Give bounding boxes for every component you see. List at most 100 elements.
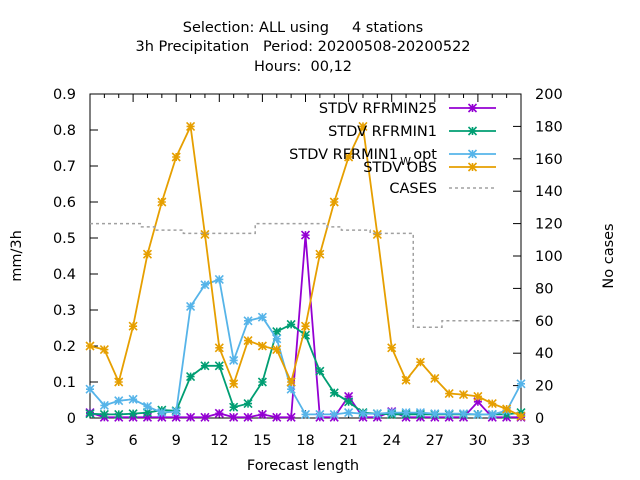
data-point (467, 162, 478, 172)
data-point (186, 372, 196, 382)
legend-label: STDV RFRMIN1 (289, 147, 398, 163)
data-point (85, 341, 95, 351)
data-point (99, 409, 109, 419)
data-point (128, 409, 138, 419)
data-point (85, 384, 95, 394)
data-point (487, 409, 497, 419)
legend-item: STDV RFRMIN1 (328, 124, 496, 140)
y-tick-label: 0 (67, 411, 76, 427)
data-point (315, 249, 325, 259)
data-point (243, 336, 253, 346)
x-axis-label: Forecast length (247, 458, 359, 474)
data-point (372, 229, 382, 239)
x-tick-label: 3 (85, 433, 94, 449)
data-point (171, 406, 181, 417)
data-point (157, 408, 167, 418)
y2-tick-label: 60 (535, 314, 553, 330)
data-point (372, 409, 382, 419)
chart-title: Selection: ALL using 4 stations 3h Preci… (135, 20, 470, 75)
data-point (214, 361, 224, 371)
y2-tick-label: 0 (535, 411, 544, 427)
data-point (401, 375, 411, 385)
data-point (300, 230, 311, 240)
data-point (128, 321, 138, 331)
data-point (142, 249, 153, 259)
data-point (300, 330, 311, 340)
legend-item: STDV OBS (363, 160, 496, 176)
legend-label: STDV RFRMIN25 (319, 101, 437, 117)
x-tick-label: 33 (512, 433, 530, 449)
data-point (257, 341, 267, 351)
y-axis-left: 0 0.1 0.2 0.3 0.4 0.5 0.6 0.7 0.8 0.9 (53, 87, 98, 427)
title-line-2: 3h Precipitation Period: 20200508-202005… (135, 39, 470, 55)
plot-frame (89, 93, 522, 419)
data-point (214, 343, 224, 353)
data-point (85, 409, 95, 419)
legend-label: CASES (389, 181, 437, 197)
x-tick-label: 18 (296, 433, 314, 449)
data-point (286, 377, 296, 387)
data-point (516, 411, 526, 421)
data-point (229, 412, 239, 422)
data-point (243, 316, 253, 326)
data-point (315, 366, 325, 376)
data-point (344, 397, 354, 407)
data-point (467, 126, 478, 136)
data-point (473, 391, 483, 401)
series-line (90, 222, 521, 329)
data-point (99, 400, 109, 410)
series-line (89, 123, 522, 418)
y-tick-label: 0.1 (53, 375, 76, 391)
data-point (200, 280, 210, 290)
data-point (344, 408, 354, 418)
data-point (458, 390, 469, 400)
data-point (415, 408, 425, 418)
data-point (467, 103, 478, 113)
y2-tick-label: 140 (535, 184, 563, 200)
x-tick-label: 24 (382, 433, 400, 449)
data-point (358, 121, 368, 131)
data-point (229, 379, 239, 389)
data-point (272, 327, 282, 337)
legend-label: opt (413, 147, 437, 163)
data-point (444, 388, 454, 399)
data-point (142, 401, 153, 412)
y2-tick-label: 40 (535, 346, 553, 362)
x-tick-label: 12 (210, 433, 228, 449)
x-tick-label: 6 (128, 433, 137, 449)
legend-label: STDV RFRMIN1 (328, 124, 437, 140)
data-point (186, 121, 196, 131)
legend-label-subscript: W (400, 155, 411, 168)
y-axis-right: 0 20 40 60 80 100 120 140 160 180 200 (513, 87, 563, 427)
data-point (300, 321, 311, 331)
data-point (186, 301, 196, 311)
x-tick-label: 27 (426, 433, 444, 449)
y-tick-label: 0.4 (53, 267, 76, 283)
series-layer (85, 121, 526, 422)
data-point (128, 394, 138, 404)
data-point (502, 404, 512, 414)
data-point (186, 412, 196, 422)
y-tick-label: 0.2 (53, 339, 76, 355)
legend-item: STDV RFRMIN25 (319, 101, 496, 117)
data-point (114, 396, 124, 406)
data-point (430, 373, 440, 383)
y2-tick-label: 120 (535, 217, 563, 233)
y2-tick-label: 180 (535, 119, 563, 135)
y-tick-label: 0.6 (53, 195, 76, 211)
data-point (300, 409, 311, 419)
data-point (214, 408, 224, 418)
y2-axis-label: No cases (601, 223, 617, 288)
data-point (286, 384, 296, 394)
data-point (157, 197, 167, 207)
data-point (114, 377, 124, 387)
data-point (243, 399, 253, 409)
data-point (329, 409, 339, 419)
x-tick-label: 21 (339, 433, 357, 449)
series-4 (90, 222, 521, 329)
y2-tick-label: 20 (535, 379, 553, 395)
data-point (315, 409, 325, 419)
y-tick-label: 0.5 (53, 231, 76, 247)
x-tick-label: 15 (253, 433, 271, 449)
